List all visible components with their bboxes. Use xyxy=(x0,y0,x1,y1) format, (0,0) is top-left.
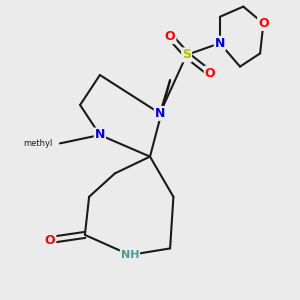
Text: O: O xyxy=(45,233,56,247)
Text: N: N xyxy=(215,37,225,50)
Text: O: O xyxy=(165,30,176,43)
Text: O: O xyxy=(205,67,215,80)
Text: N: N xyxy=(95,128,105,142)
Text: O: O xyxy=(258,17,269,30)
Text: N: N xyxy=(155,107,165,120)
Text: S: S xyxy=(182,48,191,62)
Text: NH: NH xyxy=(121,250,139,260)
Text: methyl: methyl xyxy=(23,139,52,148)
